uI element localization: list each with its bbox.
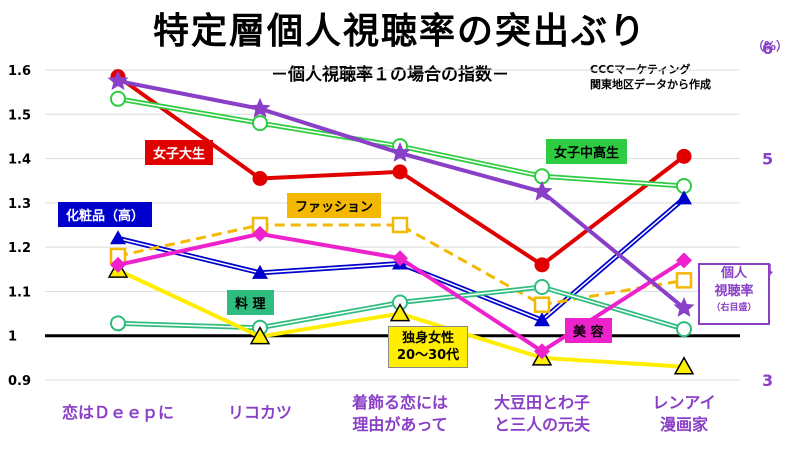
y-tick-label-left: 1: [8, 330, 17, 345]
y-tick-label-left: 1.6: [8, 64, 31, 79]
x-tick-label: リコカツ: [185, 402, 335, 424]
data-point: [675, 272, 693, 289]
data-point: [249, 326, 271, 345]
y-tick-label-left: 1.4: [8, 153, 31, 168]
right-label-line1: 個人: [720, 266, 747, 281]
x-tick-label-line: と三人の元夫: [493, 415, 590, 434]
label-jchu: 女子中高生: [546, 139, 628, 164]
x-tick-label: 恋はＤｅｅｐに: [43, 402, 193, 424]
data-point: [392, 164, 408, 180]
source-line-2: 関東地区データから作成: [590, 78, 711, 91]
x-tick-label: 着飾る恋には 理由があって: [325, 392, 475, 436]
y-tick-label-left: 1.3: [8, 197, 31, 212]
data-point: [673, 356, 695, 375]
label-biyou: 美 容: [565, 318, 612, 343]
label-dokushin-line2: 20～30代: [397, 348, 460, 363]
data-point: [252, 264, 268, 279]
label-rating-right-axis: 個人 視聴率 （右目盛）: [698, 263, 770, 325]
x-tick-label-line: 着飾る恋には: [351, 393, 448, 412]
x-tick-label-line: 大豆田とわ子: [493, 393, 590, 412]
data-point: [252, 115, 268, 132]
data-point: [534, 279, 550, 295]
x-tick-label-line: リコカツ: [227, 403, 292, 422]
data-point: [252, 225, 268, 242]
data-point: [531, 180, 553, 201]
y-tick-label-right: 6: [762, 39, 773, 58]
label-ryori: 料 理: [227, 290, 274, 315]
right-axis-unit: （%）: [752, 38, 788, 53]
label-dokushin: 独身女性 20～30代: [388, 326, 469, 368]
data-point: [676, 252, 692, 269]
y-tick-label-right: 3: [762, 371, 773, 390]
data-point: [391, 216, 409, 234]
x-tick-label-line: 漫画家: [659, 415, 708, 434]
label-dokushin-line1: 独身女性: [402, 331, 455, 346]
data-point: [249, 97, 271, 118]
label-jdai: 女子大生: [145, 140, 214, 165]
data-point: [107, 70, 129, 90]
data-point: [110, 256, 126, 273]
y-tick-label-right: 5: [762, 150, 773, 169]
label-fashion: ファッション: [287, 193, 382, 218]
right-label-line2: 視聴率: [714, 284, 754, 299]
x-tick-label-line: レンアイ: [652, 393, 716, 412]
label-kesho: 化粧品（高）: [58, 202, 153, 227]
x-tick-label: 大豆田とわ子 と三人の元夫: [467, 392, 617, 436]
data-point: [110, 230, 126, 245]
data-point: [392, 250, 408, 267]
data-point: [110, 90, 126, 107]
x-tick-label: レンアイ 漫画家: [609, 392, 759, 436]
data-point: [252, 171, 268, 186]
y-tick-label-left: 1.5: [8, 108, 31, 123]
y-tick-label-left: 1.1: [8, 285, 31, 300]
chart-title: 特定層個人視聴率の突出ぶり: [152, 11, 647, 52]
data-point: [534, 312, 550, 327]
data-point: [676, 321, 692, 338]
y-tick-label-left: 0.9: [8, 374, 31, 389]
data-point: [110, 315, 126, 332]
x-tick-label-line: 理由があって: [352, 415, 448, 434]
x-tick-label-line: 恋はＤｅｅｐに: [61, 403, 174, 422]
data-point: [673, 297, 695, 317]
series-line: [117, 223, 685, 307]
right-label-line3: （右目盛）: [711, 303, 757, 313]
data-point: [534, 257, 550, 273]
data-point: [533, 296, 551, 313]
y-tick-label-left: 1.2: [8, 241, 31, 256]
data-point: [676, 148, 692, 164]
data-point: [534, 343, 550, 360]
data-point: [389, 303, 411, 322]
data-point: [676, 190, 692, 205]
data-point: [389, 142, 411, 162]
